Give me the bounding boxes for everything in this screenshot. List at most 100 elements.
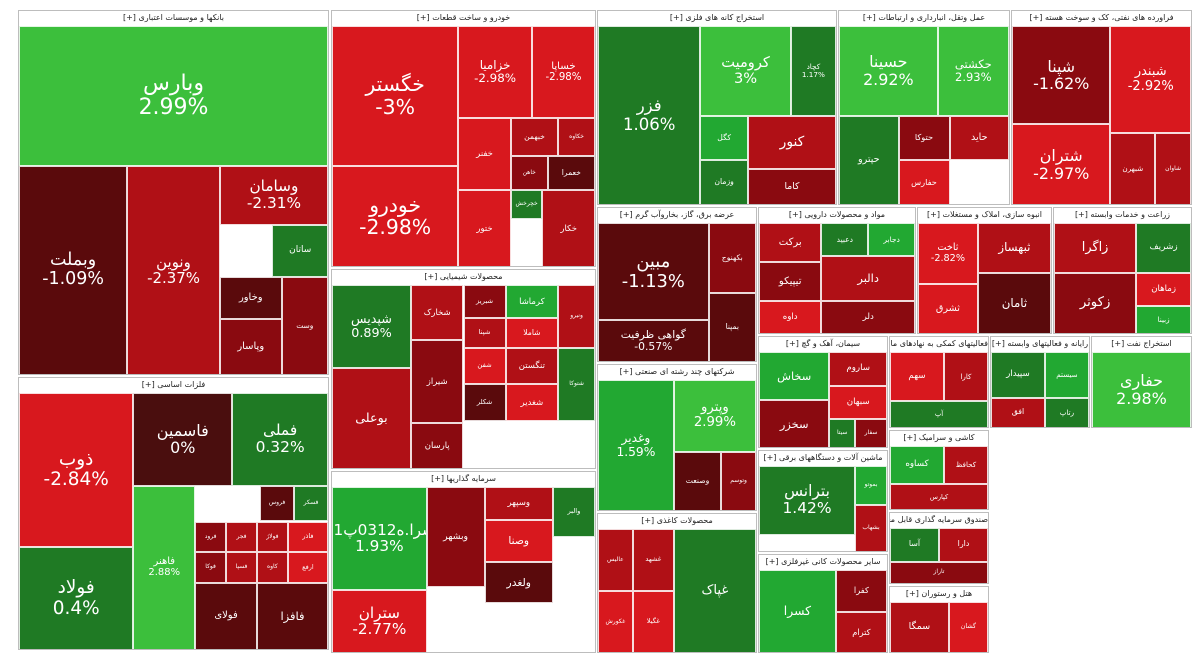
sector-6[interactable]: عرضه برق، گاز، بخاروآب گرم [+] مبین -1.13%…	[597, 207, 757, 362]
stock-tile[interactable]: داوه	[759, 300, 822, 333]
stock-tile[interactable]: ستران -2.77%	[332, 589, 427, 652]
stock-tile[interactable]: ثاخت -2.82%	[918, 223, 978, 285]
stock-tile[interactable]: خساپا -2.98%	[531, 26, 595, 118]
stock-tile[interactable]: دلر	[821, 300, 915, 333]
stock-tile[interactable]: بموتو	[855, 466, 887, 505]
stock-tile[interactable]: کپارس	[890, 484, 988, 509]
sector-12[interactable]: انبوه سازی، املاک و مستغلات [+] ثبهساز ثشر…	[917, 207, 1052, 334]
sector-15[interactable]: ماشین آلات و دستگاههای برقی [+] بترانس 1.4…	[758, 450, 888, 552]
sector-13[interactable]: زراعت و خدمات وابسته [+] زاگرا زشریف زکوثر ز…	[1053, 207, 1192, 334]
sector-title[interactable]: هتل و رستوران [+]	[905, 589, 973, 598]
sector-title[interactable]: خودرو و ساخت قطعات [+]	[416, 13, 511, 22]
sector-title[interactable]: مواد و محصولات دارویی [+]	[788, 210, 886, 219]
stock-tile[interactable]: آپ	[890, 401, 988, 427]
stock-tile[interactable]: خاهن	[510, 156, 548, 190]
stock-tile[interactable]: حتوکا	[898, 115, 950, 161]
sector-3[interactable]: محصولات شیمیایی [+] شپدیس 0.89% شخارک شیراز پ…	[331, 269, 596, 469]
stock-tile[interactable]: غگیلا	[632, 591, 674, 652]
stock-tile[interactable]: خچرخش	[510, 189, 543, 219]
stock-tile[interactable]: کسرا	[759, 570, 836, 652]
stock-tile[interactable]: ثشرق	[918, 284, 978, 333]
stock-tile[interactable]: ونیرو	[558, 285, 595, 348]
sector-22[interactable]: هتل و رستوران [+] سمگا گشان	[889, 586, 989, 653]
stock-tile[interactable]: وزمان	[700, 160, 748, 204]
stock-tile[interactable]: حسینا 2.92%	[839, 26, 938, 116]
sector-title[interactable]: محصولات کاغذی [+]	[641, 516, 713, 525]
stock-tile[interactable]: افق	[991, 397, 1045, 427]
stock-tile[interactable]: کحافظ	[943, 446, 988, 485]
stock-tile[interactable]: غکورش	[598, 591, 633, 652]
sector-1[interactable]: فلزات اساسی [+] ذوب -2.84% فولاد 0.4% فاسمین 0…	[18, 377, 329, 650]
sector-19[interactable]: استخراج نفت [+] حفاری 2.98%	[1091, 336, 1192, 428]
stock-tile[interactable]: سخزر	[759, 400, 830, 447]
sector-18[interactable]: رایانه و فعالیتهای وابسته [+] سپیدار سیستم…	[990, 336, 1090, 428]
stock-tile[interactable]: شتوکا	[558, 347, 595, 422]
stock-tile[interactable]: فجر	[226, 521, 257, 553]
stock-tile[interactable]: ونوین -2.37%	[127, 165, 220, 374]
stock-tile[interactable]: تنگستن	[505, 347, 559, 385]
stock-tile[interactable]: گواهی ظرفیت -0.57%	[598, 320, 709, 361]
stock-tile[interactable]: کچاد 1.17%	[790, 26, 836, 116]
sector-16[interactable]: سایر محصولات کانی غیرفلزی [+] کسرا کفرا کتر…	[758, 554, 888, 653]
stock-tile[interactable]: مبین -1.13%	[598, 223, 709, 321]
stock-tile[interactable]: زشریف	[1136, 223, 1191, 273]
stock-tile[interactable]: سهم	[890, 352, 944, 402]
stock-tile[interactable]: وخاور	[219, 277, 282, 320]
sector-title[interactable]: عرضه برق، گاز، بخاروآب گرم [+]	[619, 210, 735, 219]
stock-tile[interactable]: غشهد	[632, 529, 674, 591]
stock-tile[interactable]: فولای	[195, 583, 257, 649]
stock-tile[interactable]: فروس	[260, 485, 294, 522]
stock-tile[interactable]: شبریز	[463, 285, 506, 319]
stock-tile[interactable]: سرا.ه0312پ011.93%	[332, 487, 427, 590]
stock-tile[interactable]: کفرا	[835, 570, 887, 612]
stock-tile[interactable]: تاراز	[890, 561, 988, 583]
sector-title[interactable]: عمل وتقل، انبارداری و ارتباطات [+]	[862, 13, 986, 22]
sector-7[interactable]: شرکتهای چند رشته ای صنعتی [+] وغدیر 1.59% و…	[597, 364, 757, 511]
stock-tile[interactable]: بوعلی	[332, 367, 411, 468]
stock-tile[interactable]: بکهنوج	[708, 223, 756, 293]
stock-tile[interactable]: حکشتی 2.93%	[937, 26, 1009, 116]
sector-title[interactable]: کاشی و سرامیک [+]	[903, 433, 975, 442]
stock-tile[interactable]: کارا	[943, 352, 988, 402]
stock-tile[interactable]: ساتان	[272, 224, 328, 278]
stock-tile[interactable]: حفاری 2.98%	[1092, 352, 1191, 427]
stock-tile[interactable]: فملی 0.32%	[232, 393, 328, 486]
stock-tile[interactable]: وسپهر	[484, 487, 553, 521]
stock-tile[interactable]: شبهرن	[1110, 133, 1156, 204]
stock-tile[interactable]: ولغدر	[484, 561, 553, 604]
stock-tile[interactable]: وسامان -2.31%	[219, 165, 328, 225]
stock-tile[interactable]: کرومیت 3%	[700, 26, 791, 116]
stock-tile[interactable]: ارفع	[287, 552, 328, 584]
stock-tile[interactable]: خزامیا -2.98%	[458, 26, 532, 118]
sector-21[interactable]: صندوق سرمایه گذاری قابل معامله [+] آسا دار…	[889, 512, 989, 584]
stock-tile[interactable]: شاوان	[1155, 133, 1191, 204]
stock-tile[interactable]: وصنا	[484, 520, 553, 562]
stock-tile[interactable]: فرود	[195, 521, 227, 553]
stock-tile[interactable]: دالبر	[821, 256, 915, 301]
sector-title[interactable]: ماشین آلات و دستگاههای برقی [+]	[763, 453, 883, 462]
stock-tile[interactable]: خکاوه	[558, 117, 595, 157]
stock-tile[interactable]: وتوسم	[721, 452, 756, 510]
stock-tile[interactable]: گشان	[948, 602, 988, 652]
stock-tile[interactable]: وبارس 2.99%	[19, 26, 328, 166]
stock-tile[interactable]: شفن	[463, 347, 506, 385]
stock-tile[interactable]: عالیس	[598, 529, 633, 591]
stock-tile[interactable]: فسپا	[226, 552, 257, 584]
stock-tile[interactable]: خکار	[542, 189, 595, 266]
stock-tile[interactable]: فسکر	[294, 485, 328, 522]
sector-title[interactable]: سایر محصولات کانی غیرفلزی [+]	[765, 557, 881, 566]
stock-tile[interactable]: خودرو -2.98%	[332, 165, 459, 266]
stock-tile[interactable]: خبهمن	[510, 117, 559, 157]
sector-0[interactable]: بانکها و موسسات اعتباری [+] وبارس 2.99% وبم…	[18, 10, 329, 375]
stock-tile[interactable]: سیستم	[1044, 352, 1089, 398]
stock-tile[interactable]: سمگا	[890, 602, 949, 652]
stock-tile[interactable]: خگستر -3%	[332, 26, 459, 166]
stock-tile[interactable]: فولاژ	[256, 521, 288, 553]
sector-title[interactable]: سرمایه گذاریها [+]	[431, 474, 496, 483]
stock-tile[interactable]: دعبید	[821, 223, 869, 257]
stock-tile[interactable]: کاوه	[256, 552, 288, 584]
stock-tile[interactable]: وپترو 2.99%	[673, 380, 756, 453]
stock-tile[interactable]: فاهنر 2.88%	[133, 485, 196, 649]
sector-title[interactable]: محصولات شیمیایی [+]	[424, 272, 503, 281]
stock-tile[interactable]: کساوه	[890, 446, 944, 485]
